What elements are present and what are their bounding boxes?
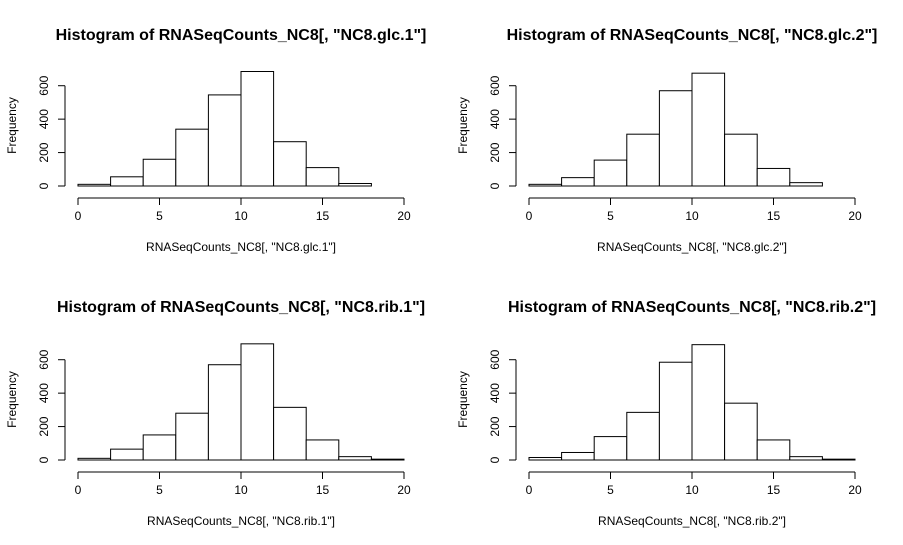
histogram-bar — [593, 159, 628, 187]
histogram-bar — [142, 158, 177, 187]
chart-title: Histogram of RNASeqCounts_NC8[, "NC8.glc… — [56, 27, 427, 44]
y-tick-label: 0 — [37, 182, 51, 189]
histogram-bar — [175, 412, 209, 461]
histogram-bar — [273, 141, 307, 187]
histogram-bar — [658, 90, 693, 187]
y-tick-label: 0 — [37, 456, 51, 463]
histogram-bar — [142, 434, 177, 461]
y-tick-label: 200 — [488, 142, 502, 162]
histogram-bar — [593, 436, 628, 461]
y-axis-label: Frequency — [5, 97, 19, 154]
histogram-bar — [691, 344, 726, 461]
x-tick-label: 15 — [767, 483, 781, 497]
y-tick-label: 400 — [488, 109, 502, 129]
y-tick-label: 400 — [488, 383, 502, 403]
histogram-bar — [175, 128, 209, 187]
histogram-bar — [626, 411, 660, 461]
histogram-bar — [338, 456, 372, 461]
y-tick-label: 200 — [37, 142, 51, 162]
chart-panel-4: Histogram of RNASeqCounts_NC8[, "NC8.rib… — [456, 299, 876, 528]
histogram-bar — [789, 456, 823, 461]
histogram-bar — [528, 456, 563, 461]
chart-panel-3: Histogram of RNASeqCounts_NC8[, "NC8.rib… — [5, 299, 425, 528]
y-tick-label: 600 — [37, 75, 51, 95]
x-tick-label: 20 — [397, 483, 411, 497]
histogram-bar — [756, 439, 791, 461]
y-tick-label: 600 — [488, 75, 502, 95]
x-axis-label: RNASeqCounts_NC8[, "NC8.rib.2"] — [598, 514, 786, 528]
y-axis-label: Frequency — [456, 97, 470, 154]
histogram-bar — [207, 364, 242, 461]
y-tick-label: 400 — [37, 109, 51, 129]
y-tick-label: 400 — [37, 383, 51, 403]
x-tick-label: 15 — [316, 209, 330, 223]
histogram-bar — [77, 183, 112, 187]
histogram-bar — [338, 182, 372, 187]
histogram-bar — [305, 167, 340, 187]
histogram-bar — [821, 458, 856, 461]
y-tick-label: 200 — [488, 416, 502, 436]
histogram-bar — [240, 343, 275, 461]
histogram-bar — [658, 361, 693, 461]
x-axis-label: RNASeqCounts_NC8[, "NC8.glc.2"] — [597, 240, 787, 254]
x-tick-label: 5 — [607, 209, 614, 223]
y-axis-label: Frequency — [456, 371, 470, 428]
x-tick-label: 0 — [75, 483, 82, 497]
chart-panel-2: Histogram of RNASeqCounts_NC8[, "NC8.glc… — [456, 27, 877, 254]
histogram-bar — [691, 72, 726, 187]
histogram-bar — [756, 167, 791, 187]
y-tick-label: 0 — [488, 456, 502, 463]
x-tick-label: 5 — [156, 209, 163, 223]
chart-title: Histogram of RNASeqCounts_NC8[, "NC8.rib… — [57, 299, 425, 316]
x-tick-label: 10 — [685, 209, 699, 223]
histogram-bar — [626, 133, 660, 187]
y-tick-label: 200 — [37, 416, 51, 436]
x-tick-label: 0 — [526, 209, 533, 223]
x-tick-label: 20 — [848, 209, 862, 223]
histogram-bar — [207, 94, 242, 187]
histogram-bar — [240, 71, 275, 187]
chart-title: Histogram of RNASeqCounts_NC8[, "NC8.glc… — [507, 27, 878, 44]
histogram-bar — [370, 458, 405, 461]
x-tick-label: 5 — [156, 483, 163, 497]
histogram-bar — [110, 448, 144, 461]
histogram-bar — [528, 183, 563, 187]
x-tick-label: 5 — [607, 483, 614, 497]
histogram-bar — [724, 402, 758, 461]
histogram-bar — [110, 176, 144, 187]
histogram-bar — [724, 133, 758, 187]
histogram-bar — [273, 406, 307, 461]
x-tick-label: 10 — [234, 483, 248, 497]
histogram-bar — [789, 182, 823, 187]
y-axis-label: Frequency — [5, 371, 19, 428]
y-tick-label: 600 — [37, 349, 51, 369]
x-tick-label: 10 — [685, 483, 699, 497]
y-tick-label: 600 — [488, 349, 502, 369]
x-tick-label: 15 — [316, 483, 330, 497]
x-axis-label: RNASeqCounts_NC8[, "NC8.glc.1"] — [146, 240, 336, 254]
x-tick-label: 10 — [234, 209, 248, 223]
histogram-bar — [77, 457, 112, 461]
x-tick-label: 0 — [75, 209, 82, 223]
chart-title: Histogram of RNASeqCounts_NC8[, "NC8.rib… — [508, 299, 876, 316]
chart-panel-1: Histogram of RNASeqCounts_NC8[, "NC8.glc… — [5, 27, 426, 254]
histogram-bar — [561, 177, 595, 187]
histogram-bar — [305, 439, 340, 461]
histogram-bar — [561, 451, 595, 461]
x-tick-label: 20 — [397, 209, 411, 223]
x-axis-label: RNASeqCounts_NC8[, "NC8.rib.1"] — [147, 514, 335, 528]
y-tick-label: 0 — [488, 182, 502, 189]
x-tick-label: 0 — [526, 483, 533, 497]
x-tick-label: 20 — [848, 483, 862, 497]
x-tick-label: 15 — [767, 209, 781, 223]
